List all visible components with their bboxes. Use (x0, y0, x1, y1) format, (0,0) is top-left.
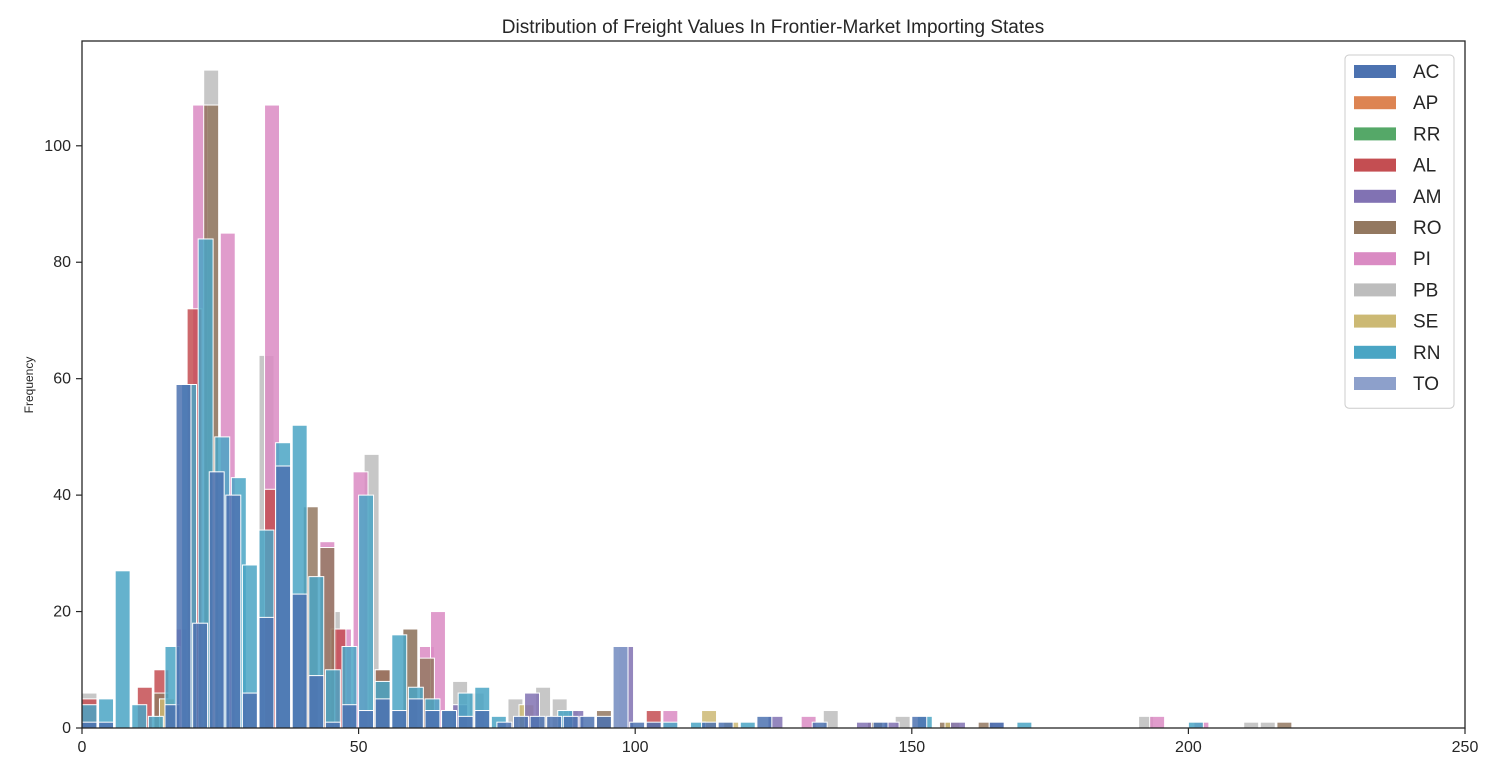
bar-ac (579, 715, 596, 729)
bar-ac (407, 698, 424, 729)
chart-title: Distribution of Freight Values In Fronti… (502, 17, 1044, 38)
legend-swatch-pi (1354, 252, 1396, 266)
x-tick-label: 250 (1452, 739, 1479, 756)
bar-ac (701, 721, 718, 729)
bar-ac (258, 616, 275, 729)
bar-ac (225, 494, 242, 729)
bar-ac (308, 675, 325, 729)
x-tick-label: 50 (350, 739, 368, 756)
y-tick-label: 0 (62, 720, 71, 737)
bar-ac (341, 704, 358, 729)
bar-pb (1243, 721, 1260, 729)
bar-ac (629, 721, 646, 729)
bar-ac (546, 715, 563, 729)
bar-am (950, 721, 966, 729)
bar-ac (872, 721, 889, 729)
bar-ac (512, 715, 529, 729)
bar-ac (496, 721, 513, 729)
y-tick-label: 100 (44, 138, 71, 155)
x-axis: 0 50 100 150 200 250 (78, 728, 1479, 756)
bar-ac (98, 721, 115, 729)
y-tick-label: 40 (53, 487, 71, 504)
legend-swatch-al (1354, 158, 1396, 172)
legend: AC AP RR AL AM RO PI PB SE RN TO (1344, 54, 1455, 409)
bar-ac (291, 593, 308, 729)
legend-label-rn: RN (1413, 343, 1440, 364)
legend-swatch-ap (1354, 96, 1396, 110)
bar-ac (324, 721, 341, 729)
bar-ac (474, 710, 491, 729)
legend-label-ap: AP (1413, 93, 1438, 114)
legend-swatch-ro (1354, 221, 1396, 234)
bar-rn (739, 721, 756, 729)
bar-am (855, 721, 872, 729)
y-axis-label: Frequency (22, 357, 36, 414)
bar-ac (275, 465, 292, 729)
legend-swatch-rr (1354, 127, 1396, 141)
y-axis: 0 20 40 60 80 100 (44, 138, 82, 737)
bars-layer (81, 69, 1293, 729)
bar-rn (131, 704, 148, 729)
bar-ac (208, 471, 225, 729)
legend-swatch-to (1354, 377, 1396, 390)
bar-ac (441, 710, 458, 729)
bar-pb (1259, 721, 1276, 729)
bar-ac (457, 715, 474, 729)
plot-frame (81, 40, 1466, 729)
bar-ac (81, 721, 98, 729)
legend-label-pi: PI (1413, 249, 1431, 270)
legend-swatch-pb (1354, 283, 1396, 297)
legend-label-to: TO (1413, 374, 1439, 395)
x-tick-label: 200 (1175, 739, 1202, 756)
legend-label-al: AL (1413, 156, 1436, 177)
bar-ac (562, 715, 579, 729)
bar-ac (424, 710, 441, 729)
bar-ro (1276, 721, 1293, 729)
bar-rn (1187, 721, 1204, 729)
bar-rn (114, 570, 131, 729)
legend-label-se: SE (1413, 312, 1438, 333)
bar-ac (717, 721, 734, 729)
legend-swatch-se (1354, 314, 1396, 328)
bar-ac (175, 384, 192, 729)
bar-rn (662, 721, 679, 729)
bar-ac (358, 710, 375, 729)
bar-rn (1016, 721, 1033, 729)
bar-ac (374, 698, 391, 729)
series-rn (81, 238, 1204, 729)
bar-ac (756, 715, 773, 729)
x-tick-label: 150 (898, 739, 925, 756)
bar-ac (529, 715, 546, 729)
bar-rn (147, 715, 164, 729)
legend-swatch-ac (1354, 65, 1396, 78)
bar-pi (1149, 715, 1166, 729)
bar-ac (241, 692, 258, 729)
series-ro (153, 104, 1293, 729)
bar-ac (595, 715, 612, 729)
legend-swatch-rn (1354, 345, 1396, 359)
legend-label-pb: PB (1413, 280, 1438, 301)
legend-label-ro: RO (1413, 218, 1442, 239)
legend-label-ac: AC (1413, 62, 1439, 83)
x-tick-label: 0 (78, 739, 87, 756)
bar-ac (811, 721, 828, 729)
y-tick-label: 60 (53, 371, 71, 388)
bar-ac (391, 710, 408, 729)
x-tick-label: 100 (622, 739, 649, 756)
bar-rn (324, 669, 341, 729)
legend-swatch-am (1354, 189, 1396, 203)
y-tick-label: 80 (53, 254, 71, 271)
bar-rn (358, 494, 375, 729)
bar-ac (988, 721, 1005, 729)
legend-label-rr: RR (1413, 124, 1440, 145)
series-to (612, 645, 629, 729)
bar-to (612, 645, 629, 729)
legend-label-am: AM (1413, 187, 1442, 208)
bar-ac (911, 715, 928, 729)
bar-ac (645, 721, 662, 729)
bar-ac (192, 622, 209, 729)
y-tick-label: 20 (53, 604, 71, 621)
